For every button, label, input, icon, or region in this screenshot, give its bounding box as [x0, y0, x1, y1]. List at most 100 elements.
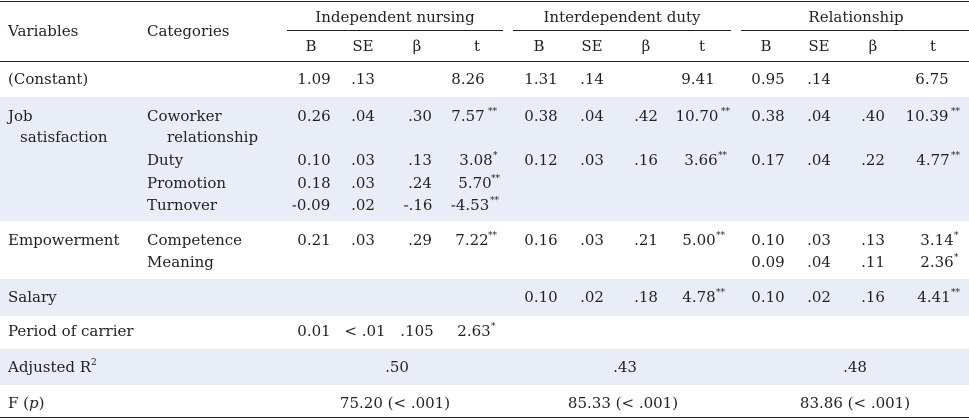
cell-b: 1.09 [297, 70, 331, 88]
cell-t: 3.08 [459, 151, 493, 169]
cell-b: 0.10 [297, 151, 331, 169]
cell-se: .03 [351, 174, 375, 192]
cell-beta: .29 [408, 231, 432, 249]
cell-b: 1.31 [524, 70, 558, 88]
header-b: B [760, 37, 772, 55]
header-se: SE [352, 37, 374, 55]
cell-adjusted-r2: .50 [385, 358, 409, 376]
cell-b: 0.01 [297, 322, 331, 340]
cell-t: 10.70 [675, 107, 719, 125]
cell-se: .02 [807, 288, 831, 306]
cell-beta: .16 [634, 151, 658, 169]
cell-se: < .01 [344, 322, 386, 340]
cell-t: 8.26 [451, 70, 485, 88]
f-label-post: ) [38, 394, 45, 412]
sig-marker: ** [488, 231, 497, 241]
cell-b: 0.38 [524, 107, 558, 125]
category-relationship: relationship [167, 128, 259, 146]
category-duty: Duty [147, 151, 184, 169]
adjusted-r-text: Adjusted R [8, 358, 92, 376]
cell-t: 4.77 [916, 151, 950, 169]
sig-marker: ** [488, 107, 497, 117]
cell-f: 83.86 (< .001) [799, 394, 911, 412]
bottom-rule [0, 417, 969, 418]
cell-b: 0.10 [751, 288, 785, 306]
cell-b: 0.38 [751, 107, 785, 125]
header-t: t [698, 37, 706, 55]
sig-marker: ** [716, 288, 725, 298]
cell-adjusted-r2: .43 [613, 358, 637, 376]
cell-beta: .30 [408, 107, 432, 125]
category-meaning: Meaning [147, 253, 214, 271]
cell-b: 0.10 [524, 288, 558, 306]
row-label-satisfaction: satisfaction [20, 128, 108, 146]
header-t: t [473, 37, 481, 55]
cell-b: 0.09 [751, 253, 785, 271]
cell-se: .02 [580, 288, 604, 306]
sig-marker: ** [951, 288, 960, 298]
f-label-pre: F ( [8, 394, 30, 412]
cell-b: 0.18 [297, 174, 331, 192]
cell-se: .03 [351, 151, 375, 169]
cell-b: 0.10 [751, 231, 785, 249]
category-competence: Competence [147, 231, 243, 249]
header-b: B [533, 37, 545, 55]
sig-marker: * [954, 231, 959, 241]
cell-beta: .13 [861, 231, 885, 249]
cell-f: 75.20 (< .001) [339, 394, 451, 412]
sig-marker: ** [716, 231, 725, 241]
sig-marker: * [493, 151, 498, 161]
sig-marker: ** [490, 196, 499, 206]
cell-t: 2.36 [920, 253, 954, 271]
cell-b: -0.09 [291, 196, 331, 214]
cell-beta: -.16 [403, 196, 433, 214]
cell-t: 4.41 [917, 288, 951, 306]
header-group-independent: Independent nursing [315, 8, 475, 26]
top-rule [0, 1, 969, 2]
cell-b: 0.16 [524, 231, 558, 249]
row-label-adjusted-r2: Adjusted R2 [8, 358, 97, 376]
band-salary [0, 279, 969, 316]
cell-b: 0.12 [524, 151, 558, 169]
cell-t: 6.75 [915, 70, 949, 88]
group-rule-2 [513, 30, 731, 31]
group-rule-1 [287, 30, 503, 31]
f-label-p: p [29, 394, 39, 412]
category-promotion: Promotion [147, 174, 227, 192]
header-se: SE [808, 37, 830, 55]
header-group-interdependent: Interdependent duty [543, 8, 701, 26]
category-turnover: Turnover [147, 196, 218, 214]
cell-beta: .42 [634, 107, 658, 125]
row-label-empowerment: Empowerment [8, 231, 120, 249]
band-adjusted [0, 349, 969, 385]
cell-beta: .13 [408, 151, 432, 169]
cell-beta: .40 [861, 107, 885, 125]
header-beta: β [412, 37, 422, 55]
adjusted-r-superscript: 2 [91, 358, 97, 368]
cell-b: 0.17 [751, 151, 785, 169]
sig-marker: ** [951, 151, 960, 161]
cell-f: 85.33 (< .001) [567, 394, 679, 412]
header-t: t [929, 37, 937, 55]
cell-se: .04 [807, 107, 831, 125]
cell-beta: .11 [861, 253, 885, 271]
header-rule [0, 61, 969, 62]
cell-se: .13 [351, 70, 375, 88]
header-beta: β [641, 37, 651, 55]
header-group-relationship: Relationship [808, 8, 904, 26]
header-variables: Variables [8, 22, 79, 40]
cell-t: 3.14 [920, 231, 954, 249]
cell-se: .03 [580, 151, 604, 169]
cell-se: .03 [807, 231, 831, 249]
row-label-salary: Salary [8, 288, 57, 306]
cell-se: .14 [807, 70, 831, 88]
sig-marker: * [954, 253, 959, 263]
cell-se: .04 [580, 107, 604, 125]
cell-t: 3.66 [684, 151, 718, 169]
header-b: B [305, 37, 317, 55]
cell-se: .04 [351, 107, 375, 125]
cell-t: 5.70 [458, 174, 492, 192]
cell-beta: .16 [861, 288, 885, 306]
cell-t: -4.53 [450, 196, 490, 214]
